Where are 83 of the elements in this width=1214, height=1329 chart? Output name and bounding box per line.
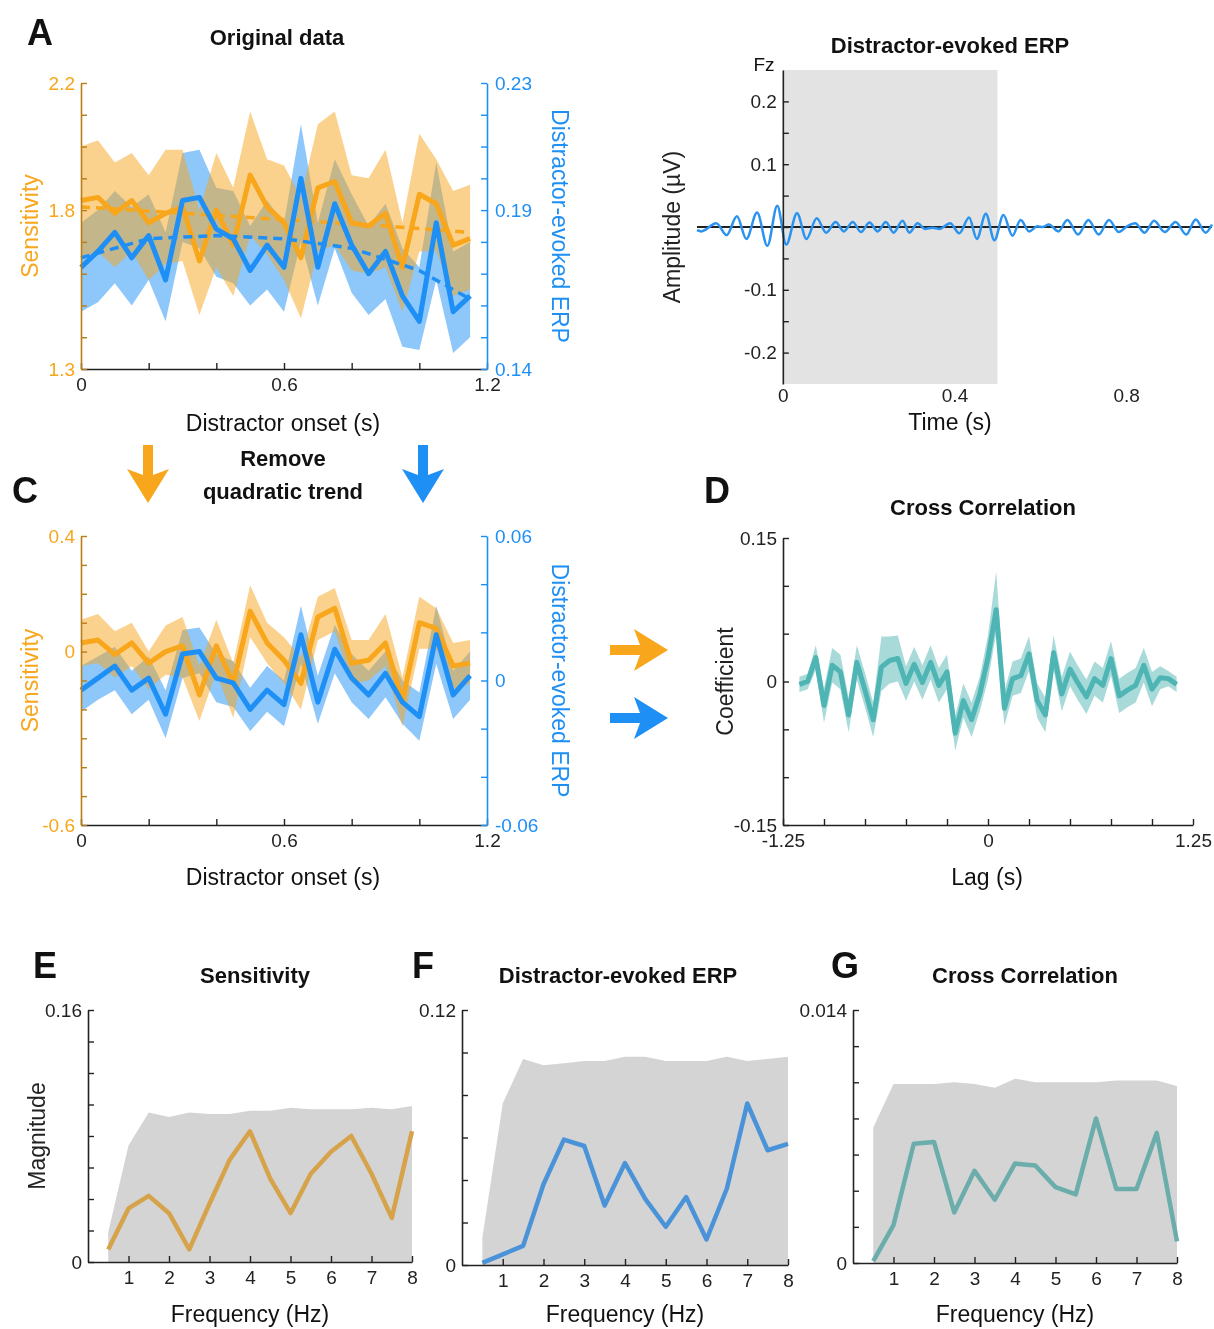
x-tick-label: 0.8 [1113,385,1140,407]
x-tick-label: 4 [1010,1268,1022,1290]
x-axis-title: Lag (s) [951,864,1023,890]
x-tick-label: 5 [1050,1268,1062,1290]
y-tick-label: 0.15 [740,527,777,549]
x-axis-title: Frequency (Hz) [545,1301,705,1327]
y-tick-label: 0.014 [799,999,848,1021]
x-tick-label: 0.6 [271,830,298,852]
chart-title: Cross Correlation [890,495,1076,520]
text: F [412,945,434,986]
x-tick-label: 0.6 [271,374,298,396]
x-tick-label: 8 [1172,1268,1183,1290]
y-tick-label: 0.16 [45,999,82,1021]
y-tick-label: 0.4 [48,525,76,547]
x-tick-label: 8 [407,1267,418,1289]
x-tick-label: 1.25 [1175,830,1212,852]
y-tick-label: 1.3 [48,358,75,380]
text: E [32,945,58,986]
y-tick-label: 0 [766,671,777,693]
text: A [27,12,53,53]
y2-tick-label: 0.19 [495,199,532,221]
annotation: Fz [753,54,775,75]
x-tick-label: 4 [620,1270,632,1292]
x-tick-label: 6 [701,1270,713,1292]
x-tick-label: 3 [579,1270,591,1292]
y-axis-title: Magnitude [24,1082,50,1190]
chart-title: Distractor-evoked ERP [830,33,1070,58]
y-tick-label: 0 [71,1251,82,1273]
x-tick-label: 5 [660,1270,672,1292]
x-tick-label: 8 [783,1270,794,1292]
x-tick-label: 1.2 [474,830,501,852]
x-tick-label: 7 [366,1267,378,1289]
chart-title: Cross Correlation [932,963,1118,988]
x-axis-title: Distractor onset (s) [185,864,381,890]
y2-tick-label: 0 [495,670,506,692]
x-tick-label: 3 [204,1267,216,1289]
y2-axis-title: Distractor-evoked ERP [547,109,573,343]
line-series [871,1116,1180,1264]
x-tick-label: 3 [969,1268,981,1290]
x-tick-label: 2 [164,1267,175,1289]
x-axis-title: Frequency (Hz) [935,1301,1095,1327]
x-tick-label: 7 [1131,1268,1143,1290]
y-tick-label: 0.2 [750,90,777,112]
y-axis-title: Sensitivity [17,173,43,278]
x-axis-title: Time (s) [908,409,992,435]
x-tick-label: 5 [285,1267,297,1289]
y-tick-label: -0.1 [744,279,777,301]
x-tick-label: 0.4 [941,385,969,407]
chart-title: Sensitivity [199,963,311,988]
y-tick-label: -0.2 [744,342,777,364]
y-tick-label: 0.1 [750,153,777,175]
y-axis-title: Amplitude (µV) [659,150,685,304]
x-tick-label: 0 [983,830,994,852]
y-tick-label: 2.2 [48,72,75,94]
y-tick-label: -0.6 [42,814,75,836]
x-tick-label: 1 [123,1267,135,1289]
y-tick-label: 0.12 [419,999,456,1021]
x-tick-label: 6 [1091,1268,1102,1290]
x-tick-label: 6 [326,1267,337,1289]
y2-tick-label: 0.23 [495,72,532,94]
chart-title: Distractor-evoked ERP [498,963,738,988]
y-axis-title: Coefficient [712,626,738,736]
text: C [12,470,38,511]
y-tick-label: 1.8 [48,199,75,221]
chart-title: Original data [209,25,345,50]
y-tick-label: 0 [64,641,75,663]
y-axis-title: Sensitivity [17,628,43,733]
line-series [480,1101,791,1266]
x-axis-title: Distractor onset (s) [185,410,381,436]
x-axis-title: Frequency (Hz) [170,1301,330,1327]
x-tick-label: 7 [742,1270,754,1292]
text: G [830,945,860,986]
text: D [704,470,730,511]
y2-tick-label: 0.06 [495,525,532,547]
text: Remove quadratic trend [202,446,364,504]
x-tick-label: 2 [538,1270,550,1292]
x-tick-label: 2 [929,1268,940,1290]
x-tick-label: 1 [497,1270,509,1292]
y2-axis-title: Distractor-evoked ERP [547,563,573,798]
line-series [695,204,1214,248]
x-tick-label: 1 [888,1268,900,1290]
x-tick-label: 4 [245,1267,257,1289]
line-series [106,1129,415,1252]
